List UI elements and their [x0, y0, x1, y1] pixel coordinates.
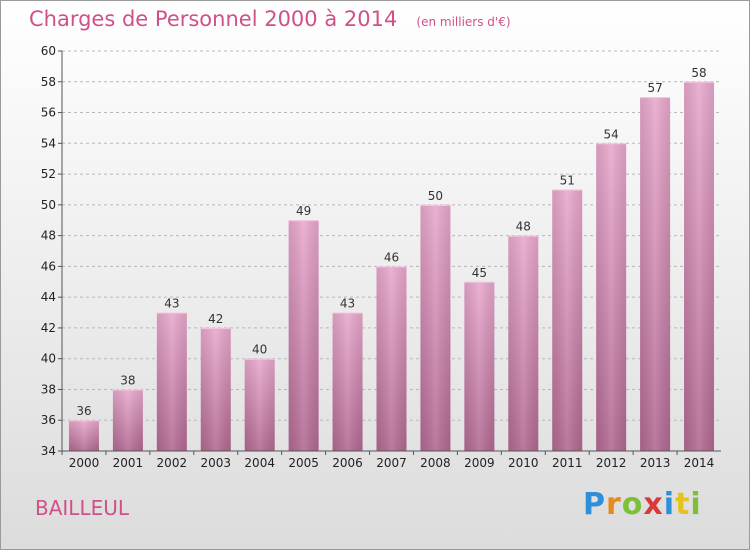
bar-shade: [596, 143, 627, 452]
bar-shade: [640, 97, 671, 452]
data-label: 38: [120, 373, 135, 387]
bar-shade: [288, 220, 319, 451]
x-tick-label: 2009: [464, 456, 495, 470]
y-tick-label: 60: [41, 44, 56, 58]
axes: 34 36 38 40 42 44 46 48 50 52 54 56 58 60 2000 2001 2002…: [41, 44, 721, 470]
y-tick-label: 50: [41, 198, 56, 212]
bar-shade: [508, 235, 539, 451]
brand-letter: r: [606, 487, 622, 522]
y-tick-label: 44: [41, 290, 56, 304]
bar-shade: [332, 312, 363, 451]
chart-subtitle: (en milliers d'€): [416, 15, 511, 29]
x-tick-label: 2007: [376, 456, 407, 470]
x-tick-label: 2012: [596, 456, 627, 470]
x-tick-label: 2010: [508, 456, 539, 470]
y-tick-label: 38: [41, 382, 56, 396]
data-label: 51: [560, 173, 575, 187]
data-label: 45: [472, 266, 487, 280]
x-tick-label: 2014: [684, 456, 715, 470]
data-label: 43: [340, 297, 355, 311]
bars: 36 38 43 42 40 49 43 46 50 45 48 51 54 57 58: [68, 66, 715, 452]
data-label: 42: [208, 312, 223, 326]
x-tick-label: 2013: [640, 456, 671, 470]
y-tick-label: 54: [41, 136, 56, 150]
bar-shade: [200, 327, 231, 451]
x-tick-label: 2011: [552, 456, 583, 470]
x-tick-label: 2003: [200, 456, 231, 470]
brand-letter: i: [690, 487, 702, 522]
y-tick-label: 46: [41, 259, 56, 273]
data-label: 50: [428, 189, 443, 203]
commune-name: BAILLEUL: [35, 496, 130, 520]
data-label: 49: [296, 204, 311, 218]
x-tick-label: 2002: [157, 456, 188, 470]
data-label: 46: [384, 250, 399, 264]
data-label: 57: [647, 81, 662, 95]
bar-shade: [464, 281, 495, 451]
brand-letter: x: [643, 487, 664, 522]
x-tick-label: 2005: [288, 456, 319, 470]
bar-shade: [244, 358, 275, 451]
y-tick-label: 40: [41, 352, 56, 366]
bar-shade: [112, 389, 143, 451]
x-tick-label: 2004: [244, 456, 275, 470]
bar-shade: [552, 189, 583, 451]
y-tick-label: 34: [41, 444, 56, 458]
bar-shade: [420, 204, 451, 451]
y-tick-label: 48: [41, 229, 56, 243]
x-tick-label: 2001: [113, 456, 144, 470]
y-tick-label: 52: [41, 167, 56, 181]
y-tick-label: 36: [41, 413, 56, 427]
brand-letter: t: [675, 487, 691, 522]
data-label: 54: [604, 127, 619, 141]
y-tick-label: 56: [41, 106, 56, 120]
y-tick-label: 42: [41, 321, 56, 335]
bar-shade: [376, 266, 407, 451]
brand-logo: Proxiti: [583, 487, 702, 522]
bar-shade: [68, 420, 99, 451]
brand-letter: P: [583, 487, 606, 522]
data-label: 58: [691, 66, 706, 80]
chart-title: Charges de Personnel 2000 à 2014: [29, 7, 398, 31]
bar-shade: [156, 312, 187, 451]
title-row: Charges de Personnel 2000 à 2014 (en mil…: [29, 7, 511, 31]
data-label: 36: [76, 404, 91, 418]
x-tick-label: 2008: [420, 456, 451, 470]
y-tick-label: 58: [41, 75, 56, 89]
bar-shade: [684, 81, 715, 452]
brand-letter: o: [621, 487, 644, 522]
data-label: 40: [252, 343, 267, 357]
brand-letter: i: [663, 487, 676, 522]
data-label: 43: [164, 297, 179, 311]
data-label: 48: [516, 220, 531, 234]
x-tick-label: 2000: [69, 456, 100, 470]
x-tick-label: 2006: [332, 456, 363, 470]
